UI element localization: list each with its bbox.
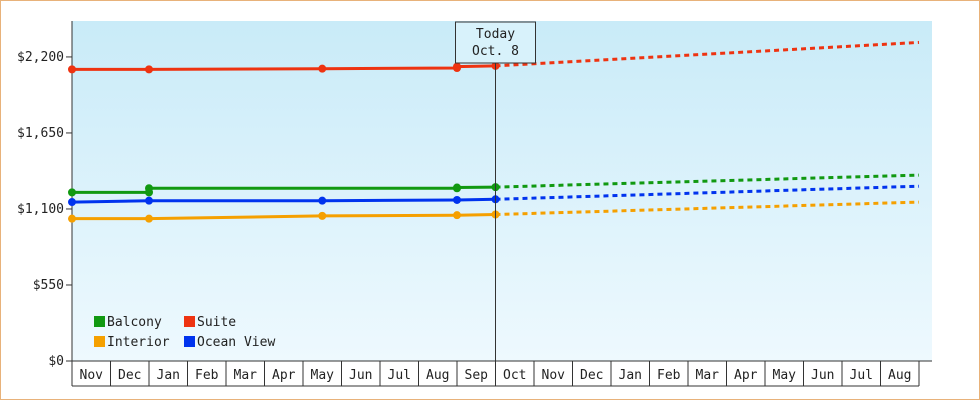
month-label-jun: Jun	[811, 368, 834, 383]
month-label-mar: Mar	[696, 368, 720, 383]
data-point-balcony	[453, 183, 461, 192]
data-point-interior	[318, 211, 327, 220]
legend-swatch-balcony	[94, 316, 105, 327]
month-label-feb: Feb	[195, 368, 219, 383]
series-interior	[68, 200, 920, 223]
month-label-nov: Nov	[542, 368, 566, 383]
legend: Balcony Suite Interior Ocean View	[94, 315, 275, 350]
month-label-apr: Apr	[734, 368, 758, 383]
data-point-ocean-view	[318, 196, 327, 205]
legend-label-balcony: Balcony	[107, 315, 162, 330]
legend-swatch-suite	[184, 316, 195, 327]
data-point-balcony	[145, 184, 153, 193]
series-balcony	[68, 173, 920, 197]
month-label-jun: Jun	[349, 368, 372, 383]
data-point-interior	[68, 214, 76, 223]
month-label-mar: Mar	[234, 368, 258, 383]
data-point-ocean-view	[68, 198, 76, 207]
month-label-jul: Jul	[388, 368, 411, 383]
month-label-jan: Jan	[157, 368, 180, 383]
y-tick-label: $1,650	[17, 126, 64, 141]
data-point-balcony	[68, 188, 76, 197]
series-line-suite	[72, 64, 496, 71]
month-label-sep: Sep	[465, 368, 489, 383]
data-point-suite	[318, 64, 327, 73]
legend-swatch-interior	[94, 336, 105, 347]
axes: $0 $550 $1,100 $1,650 $2,200 Nov Dec Jan Feb Mar A…	[17, 21, 932, 387]
data-point-suite	[145, 65, 153, 74]
today-marker: Today Oct. 8	[455, 21, 536, 361]
data-point-interior	[145, 214, 153, 223]
month-label-dec: Dec	[118, 368, 141, 383]
series-ocean-view	[68, 184, 920, 207]
legend-item-interior: Interior	[94, 335, 170, 350]
series-layer	[68, 40, 920, 223]
month-label-may: May	[311, 368, 335, 383]
month-label-apr: Apr	[272, 368, 296, 383]
forecast-line-suite	[495, 40, 920, 68]
data-point-interior	[453, 211, 461, 220]
y-tick-label: $0	[48, 354, 64, 369]
legend-item-balcony: Balcony	[94, 315, 162, 330]
data-point-ocean-view	[145, 196, 153, 205]
legend-label-interior: Interior	[107, 335, 170, 350]
today-label: Today	[476, 27, 515, 42]
month-label-nov: Nov	[80, 368, 104, 383]
data-point-suite	[453, 62, 461, 71]
legend-label-ocean-view: Ocean View	[197, 335, 275, 350]
y-tick-label: $2,200	[17, 50, 64, 65]
today-date: Oct. 8	[472, 44, 519, 59]
month-label-aug: Aug	[888, 368, 911, 383]
y-tick-label: $1,100	[17, 202, 64, 217]
month-label-may: May	[773, 368, 797, 383]
month-label-oct: Oct	[503, 368, 526, 383]
month-label-feb: Feb	[657, 368, 681, 383]
data-point-suite	[68, 65, 76, 74]
today-box	[455, 21, 536, 64]
forecast-line-balcony	[495, 173, 920, 189]
legend-item-suite: Suite	[184, 315, 236, 330]
legend-label-suite: Suite	[197, 315, 236, 330]
forecast-line-interior	[495, 200, 920, 216]
month-label-dec: Dec	[580, 368, 603, 383]
y-tick-label: $550	[33, 278, 64, 293]
legend-swatch-ocean-view	[184, 336, 195, 347]
month-label-jan: Jan	[619, 368, 642, 383]
month-label-jul: Jul	[850, 368, 873, 383]
month-label-aug: Aug	[426, 368, 449, 383]
data-point-ocean-view	[453, 195, 461, 204]
plot-background	[72, 21, 932, 361]
series-line-balcony	[72, 185, 496, 194]
legend-item-ocean-view: Ocean View	[184, 335, 275, 350]
forecast-line-ocean-view	[495, 184, 920, 201]
